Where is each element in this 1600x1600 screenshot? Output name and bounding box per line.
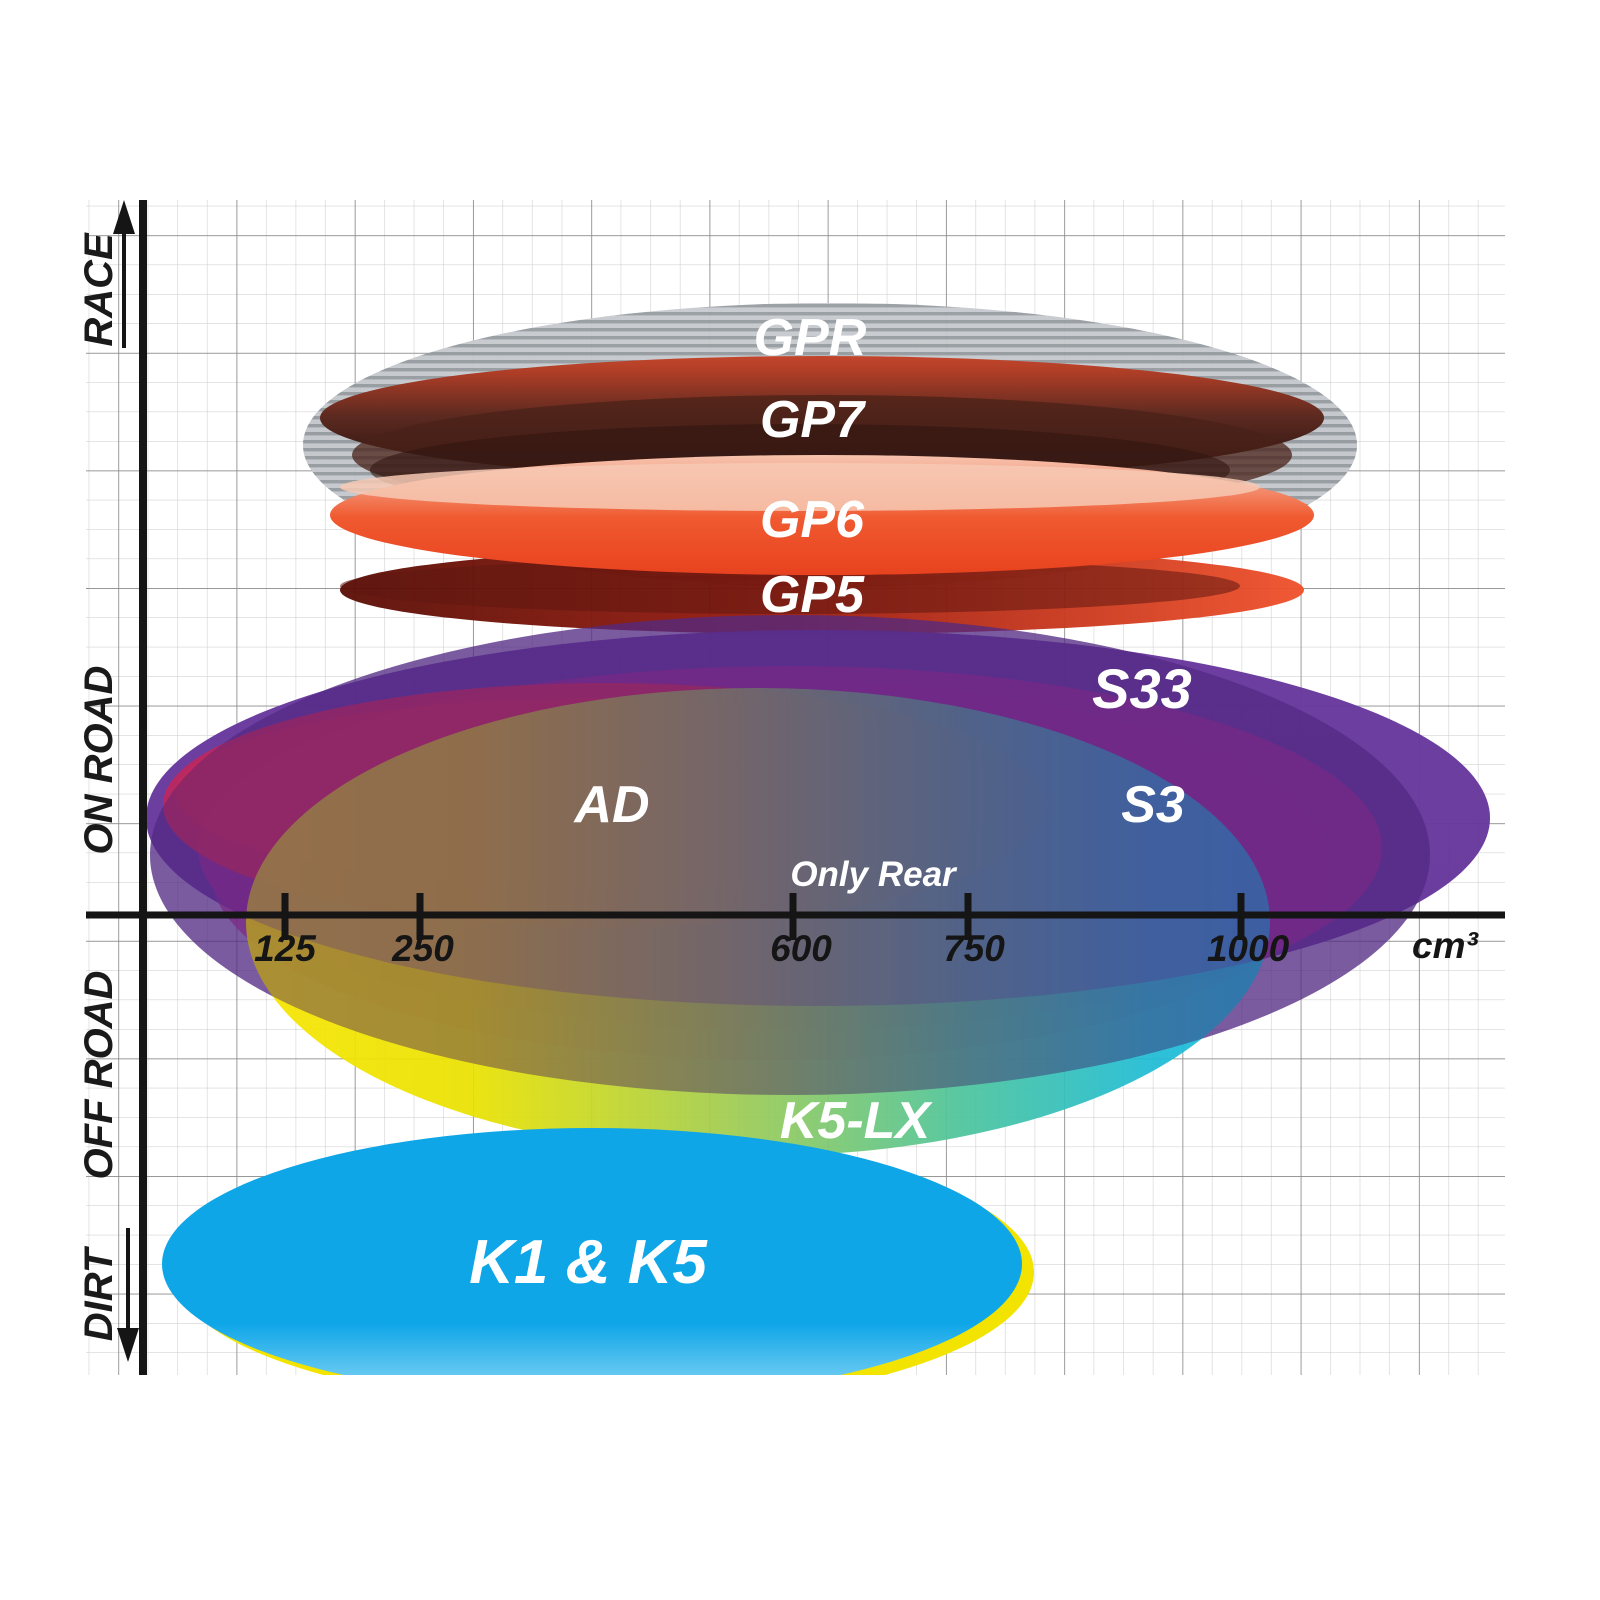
x-tick-label-125: 125 <box>254 928 317 969</box>
blob-k5lx <box>146 615 1490 1156</box>
zone-label-off-road: OFF ROAD <box>77 971 121 1180</box>
x-axis-tick-labels: 125 250 600 750 1000 <box>254 928 1289 969</box>
blob-gp5 <box>340 546 1304 634</box>
race-arrow-head <box>113 200 135 234</box>
series-label-s33: S33 <box>1092 657 1192 720</box>
zone-label-on-road: ON ROAD <box>77 666 121 855</box>
zone-on-road: ON ROAD <box>77 666 121 855</box>
x-tick-label-250: 250 <box>391 928 454 969</box>
series-label-gp5: GP5 <box>760 566 865 624</box>
annotation-only-rear: Only Rear <box>790 855 958 894</box>
zone-race: RACE <box>77 200 135 348</box>
dirt-arrow-head <box>117 1328 139 1362</box>
blob-gp6 <box>330 455 1314 575</box>
x-axis-label: cm³ <box>1412 925 1479 966</box>
series-label-ad: AD <box>572 776 649 834</box>
series-label-k5lx: K5-LX <box>780 1092 934 1150</box>
zone-label-race: RACE <box>77 232 121 347</box>
x-axis-ticks <box>281 893 1245 940</box>
x-axis-unit: cm³ <box>1412 925 1479 966</box>
blob-k1k5 <box>162 1128 1034 1375</box>
series-label-k1k5: K1 & K5 <box>469 1228 708 1297</box>
zone-off-road: OFF ROAD <box>77 971 121 1180</box>
x-tick-label-1000: 1000 <box>1207 928 1290 969</box>
x-tick-label-750: 750 <box>943 928 1005 969</box>
zone-dirt: DIRT <box>77 1228 139 1362</box>
series-label-s3: S3 <box>1121 776 1185 834</box>
series-label-gp6: GP6 <box>760 491 865 549</box>
zone-label-dirt: DIRT <box>77 1245 121 1341</box>
series-label-gp7: GP7 <box>760 391 866 449</box>
series-label-gpr: GPR <box>754 309 867 367</box>
x-tick-label-600: 600 <box>770 928 832 969</box>
